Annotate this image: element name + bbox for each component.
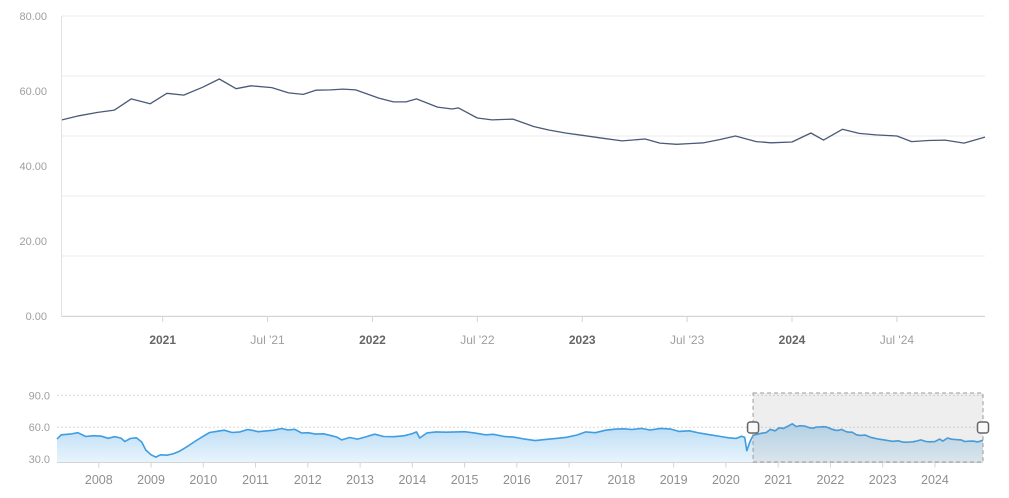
nav-x-axis-label: 2014: [398, 473, 426, 487]
nav-x-axis-label: 2017: [555, 473, 583, 487]
nav-x-axis: 2008 2009 2010 2011 2012 2013 2014 2015 2016 2017…: [57, 462, 983, 487]
nav-x-axis-label: 2016: [503, 473, 531, 487]
nav-x-axis-label: 2010: [189, 473, 217, 487]
y-axis-label: 0.00: [26, 311, 47, 323]
nav-handle-left[interactable]: [746, 421, 760, 434]
x-axis-label: 2024: [779, 333, 806, 347]
nav-y-axis-label: 60.0: [29, 422, 50, 434]
main-plot-area[interactable]: [62, 16, 985, 316]
main-chart: 80.00 60.00 40.00 20.00 0.00 2021 Jul '21 2022…: [19, 11, 986, 347]
navigator: 90.0 60.0 30.0 2008 2009 2010 2011 2012 2013 201…: [29, 390, 990, 487]
nav-x-axis-label: 2020: [712, 473, 740, 487]
nav-area: [57, 423, 983, 462]
price-line: [61, 78, 986, 145]
nav-x-axis-label: 2024: [921, 473, 949, 487]
nav-y-axis-label: 90.0: [29, 390, 50, 402]
x-axis-label: 2022: [359, 333, 386, 347]
x-axis-label: 2021: [149, 333, 176, 347]
y-axis-label: 40.00: [19, 161, 47, 173]
y-axis-label: 20.00: [19, 236, 47, 248]
nav-x-axis-label: 2022: [817, 473, 845, 487]
x-axis-label: Jul '24: [880, 333, 915, 347]
x-axis-label: Jul '21: [250, 333, 285, 347]
y-axis-label: 60.00: [19, 86, 47, 98]
nav-x-axis-label: 2009: [137, 473, 165, 487]
nav-x-axis-label: 2018: [607, 473, 635, 487]
nav-selection-window[interactable]: [752, 392, 984, 463]
main-x-axis: 2021 Jul '21 2022 Jul '22 2023 Jul '23 2024 Jul…: [62, 316, 985, 347]
nav-handle-right[interactable]: [976, 421, 990, 434]
nav-y-axis-labels: 90.0 60.0 30.0: [29, 390, 50, 466]
nav-line: [56, 423, 984, 458]
x-axis-label: Jul '23: [670, 333, 705, 347]
nav-x-axis-label: 2023: [869, 473, 897, 487]
x-axis-label: Jul '22: [460, 333, 495, 347]
nav-x-axis-label: 2012: [294, 473, 322, 487]
nav-y-axis-label: 30.0: [29, 454, 50, 466]
nav-x-axis-label: 2015: [451, 473, 479, 487]
nav-x-axis-label: 2021: [764, 473, 792, 487]
main-y-axis-labels: 80.00 60.00 40.00 20.00 0.00: [19, 11, 47, 323]
nav-x-axis-label: 2019: [660, 473, 688, 487]
nav-x-axis-label: 2008: [85, 473, 113, 487]
y-axis-label: 80.00: [19, 11, 47, 23]
nav-x-axis-label: 2013: [346, 473, 374, 487]
x-axis-label: 2023: [569, 333, 596, 347]
nav-x-axis-label: 2011: [242, 473, 269, 487]
